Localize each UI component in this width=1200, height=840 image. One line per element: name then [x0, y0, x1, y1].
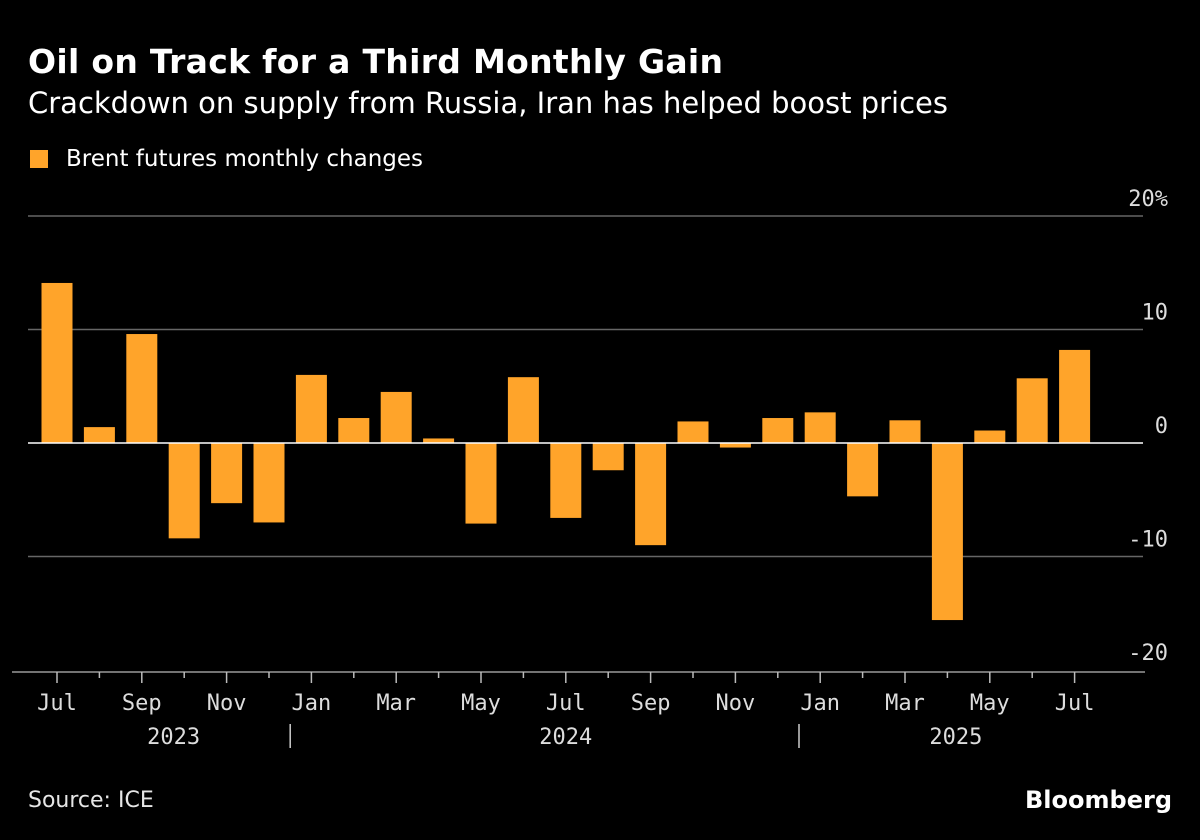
bar-2025-02 [847, 443, 879, 497]
bar-2025-03 [889, 420, 921, 443]
bar-2023-10 [168, 443, 200, 539]
bar-2024-08 [592, 443, 624, 471]
bar-2025-07 [1059, 349, 1091, 443]
x-tick-label: Jan [800, 691, 840, 716]
x-tick-label: Jul [1055, 691, 1095, 716]
x-tick-label: Jul [546, 691, 586, 716]
bar-2023-09 [126, 334, 158, 443]
x-tick-label: May [461, 691, 501, 716]
x-tick-label: Sep [122, 691, 162, 716]
chart-title: Oil on Track for a Third Monthly Gain [28, 42, 724, 81]
bar-2024-06 [507, 377, 539, 443]
x-tick-label: May [970, 691, 1010, 716]
y-tick-label: -10 [1128, 528, 1168, 553]
bar-2024-11 [719, 443, 751, 448]
x-tick-label: Sep [631, 691, 671, 716]
chart-subtitle: Crackdown on supply from Russia, Iran ha… [28, 86, 948, 120]
y-tick-label: 10 [1142, 301, 1169, 326]
bar-2024-07 [550, 443, 582, 518]
year-label: 2025 [929, 725, 982, 750]
bar-2025-04 [931, 443, 963, 621]
source-note: Source: ICE [28, 788, 154, 813]
bloomberg-logo: Bloomberg [1025, 786, 1172, 814]
bar-2023-08 [83, 427, 115, 443]
bar-2025-06 [1016, 378, 1048, 443]
bar-2024-09 [635, 443, 667, 546]
x-tick-label: Jul [37, 691, 77, 716]
bar-2024-01 [295, 374, 327, 443]
x-tick-label: Nov [716, 691, 756, 716]
bar-2024-05 [465, 443, 497, 524]
bar-2024-03 [380, 391, 412, 443]
bar-2025-01 [804, 412, 836, 443]
legend-label: Brent futures monthly changes [66, 146, 424, 172]
bar-2023-07 [41, 282, 73, 443]
y-tick-label: -20 [1128, 641, 1168, 666]
legend-swatch [30, 150, 48, 168]
legend: Brent futures monthly changes [30, 146, 423, 172]
bar-2024-12 [762, 418, 794, 443]
bar-2025-05 [974, 430, 1006, 443]
bar-2023-11 [211, 443, 243, 504]
bar-2024-10 [677, 421, 709, 443]
y-tick-label: 0 [1155, 414, 1168, 439]
x-tick-label: Mar [376, 691, 416, 716]
x-tick-label: Nov [207, 691, 247, 716]
year-label: 2024 [539, 725, 592, 750]
bar-2023-12 [253, 443, 285, 523]
x-tick-label: Jan [292, 691, 332, 716]
bar-2024-04 [423, 438, 455, 443]
y-tick-label: 20% [1128, 187, 1168, 212]
year-label: 2023 [147, 725, 200, 750]
bar-2024-02 [338, 418, 370, 443]
x-tick-label: Mar [885, 691, 925, 716]
